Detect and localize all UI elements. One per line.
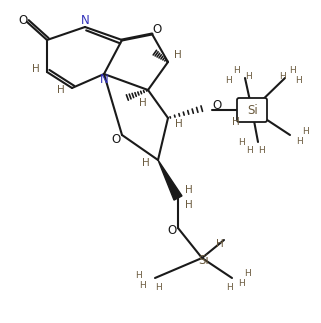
Text: H: H bbox=[32, 64, 40, 74]
Text: H: H bbox=[156, 284, 162, 293]
Text: O: O bbox=[152, 23, 162, 36]
Text: H: H bbox=[297, 137, 303, 145]
Text: H: H bbox=[227, 284, 233, 293]
Text: H: H bbox=[303, 127, 309, 136]
Text: H: H bbox=[174, 50, 182, 60]
Polygon shape bbox=[158, 160, 182, 200]
Text: N: N bbox=[100, 72, 108, 86]
Text: O: O bbox=[167, 224, 177, 237]
Text: H: H bbox=[136, 272, 143, 280]
Text: O: O bbox=[18, 14, 28, 26]
Text: Si: Si bbox=[199, 254, 209, 266]
FancyBboxPatch shape bbox=[237, 98, 267, 122]
Text: H: H bbox=[246, 71, 252, 80]
Text: H: H bbox=[239, 279, 245, 288]
Text: H: H bbox=[239, 138, 245, 147]
Text: N: N bbox=[81, 14, 89, 26]
Text: H: H bbox=[259, 145, 265, 154]
Text: H: H bbox=[142, 158, 150, 168]
Text: H: H bbox=[57, 85, 65, 95]
Text: H: H bbox=[296, 76, 302, 85]
Text: H: H bbox=[280, 71, 286, 80]
Text: H: H bbox=[290, 66, 296, 75]
Text: H: H bbox=[175, 119, 183, 129]
Text: H: H bbox=[245, 269, 251, 278]
Text: H: H bbox=[185, 185, 193, 195]
Text: H: H bbox=[226, 76, 232, 85]
Text: H: H bbox=[140, 282, 146, 290]
Text: H: H bbox=[216, 239, 224, 249]
Text: H: H bbox=[185, 200, 193, 210]
Text: H: H bbox=[234, 66, 240, 75]
Text: Si: Si bbox=[247, 103, 258, 117]
Text: H: H bbox=[139, 98, 147, 108]
Text: H: H bbox=[247, 145, 253, 154]
Text: H: H bbox=[232, 117, 240, 127]
Text: O: O bbox=[111, 132, 121, 145]
Text: O: O bbox=[213, 99, 221, 111]
